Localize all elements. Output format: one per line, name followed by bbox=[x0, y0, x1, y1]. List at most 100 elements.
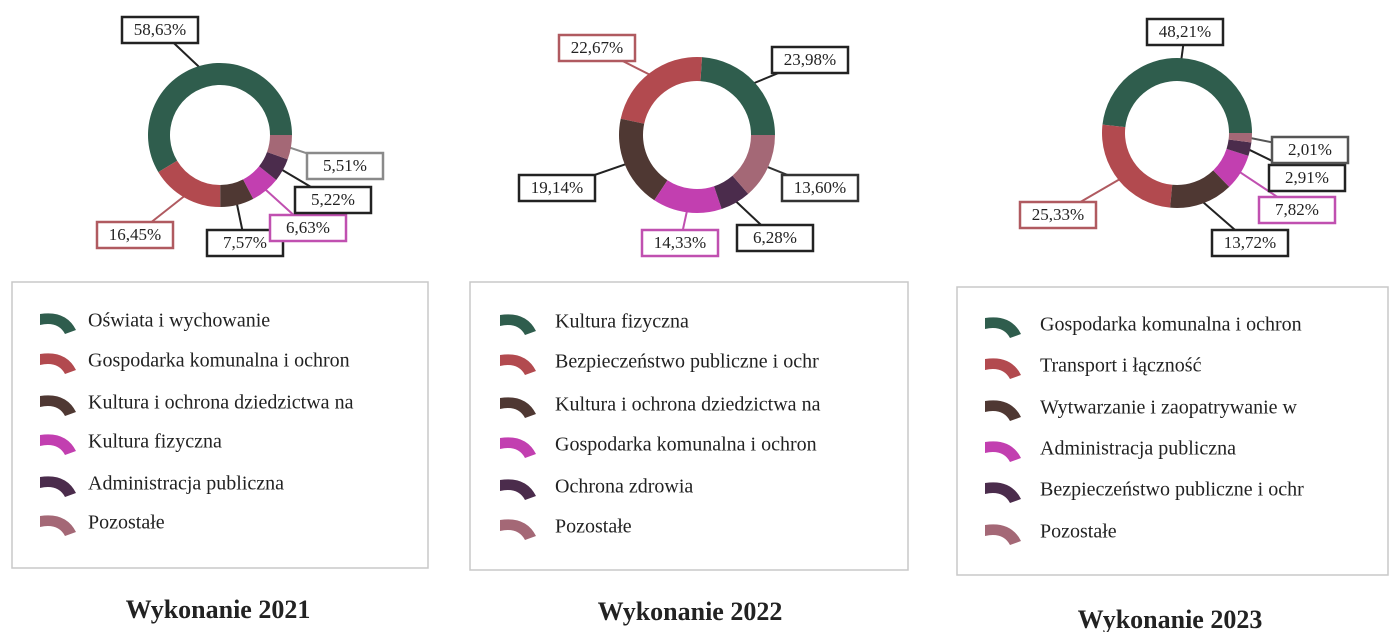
legend-icon bbox=[985, 441, 1021, 462]
legend-label: Administracja publiczna bbox=[1040, 438, 1236, 460]
data-label: 25,33% bbox=[1032, 205, 1084, 224]
donut-chart: 23,98% 22,67% 19,14% 14,33% 6,28% 13,60% bbox=[517, 33, 860, 258]
legend-label: Gospodarka komunalna i ochron bbox=[555, 434, 817, 456]
chart-title: Wykonanie 2022 bbox=[598, 597, 783, 626]
data-label-box bbox=[517, 173, 597, 203]
donut-chart: 58,63% 16,45% 7,57% 6,63% 5,22% 5,51% bbox=[95, 15, 385, 258]
data-label: 7,82% bbox=[1275, 200, 1319, 219]
legend-icon bbox=[40, 313, 76, 334]
legend-label: Wytwarzanie i zaopatrywanie w bbox=[1040, 397, 1298, 419]
legend-icon bbox=[40, 476, 76, 497]
data-label: 22,67% bbox=[571, 38, 623, 57]
data-label: 19,14% bbox=[531, 178, 583, 197]
donut-slice bbox=[158, 160, 221, 207]
data-label-box bbox=[780, 173, 860, 203]
legend-box bbox=[11, 281, 429, 569]
data-label-box bbox=[1018, 200, 1098, 230]
donut-slice bbox=[243, 166, 277, 199]
legend-label: Gospodarka komunalna i ochron bbox=[1040, 314, 1302, 336]
legend-label: Gospodarka komunalna i ochron bbox=[88, 350, 350, 372]
legend-label: Pozostałe bbox=[555, 516, 632, 538]
data-label: 2,01% bbox=[1288, 140, 1332, 159]
donut-slice bbox=[1102, 124, 1173, 208]
legend-icon bbox=[985, 317, 1021, 338]
legend-label: Oświata i wychowanie bbox=[88, 310, 270, 332]
legend-items: Gospodarka komunalna i ochron Transport i… bbox=[985, 314, 1304, 545]
data-label-box bbox=[305, 151, 385, 181]
legend-icon bbox=[40, 395, 76, 416]
legend-icon bbox=[985, 358, 1021, 379]
data-label: 23,98% bbox=[784, 50, 836, 69]
data-label: 6,63% bbox=[286, 218, 330, 237]
data-label: 58,63% bbox=[134, 20, 186, 39]
donut-slice bbox=[259, 151, 288, 180]
donut-slice bbox=[1213, 148, 1249, 187]
legend-box bbox=[469, 281, 909, 571]
data-label-box bbox=[1145, 17, 1225, 47]
legend-label: Bezpieczeństwo publiczne i ochr bbox=[1040, 479, 1304, 501]
legend-icon bbox=[40, 515, 76, 536]
donut-slice bbox=[267, 135, 292, 160]
data-label: 6,28% bbox=[753, 228, 797, 247]
donut-slice bbox=[654, 180, 722, 213]
donut-slice bbox=[1102, 57, 1252, 134]
legend: Gospodarka komunalna i ochron Transport i… bbox=[956, 286, 1389, 576]
legend-icon bbox=[500, 479, 536, 500]
legend-label: Administracja publiczna bbox=[88, 473, 284, 495]
data-label-box bbox=[95, 220, 175, 250]
donut-slice bbox=[619, 118, 668, 201]
data-label: 5,51% bbox=[323, 156, 367, 175]
donut-slice bbox=[1228, 133, 1253, 143]
donut-slice bbox=[714, 175, 749, 209]
legend-label: Ochrona zdrowia bbox=[555, 476, 693, 498]
legend-icon bbox=[500, 314, 536, 335]
data-label-box bbox=[735, 223, 815, 253]
data-label-box bbox=[293, 185, 373, 215]
donut-slice bbox=[700, 57, 775, 136]
donut-chart: 48,21% 25,33% 13,72% 7,82% 2,91% 2,01% bbox=[1018, 17, 1350, 258]
legend-label: Bezpieczeństwo publiczne i ochr bbox=[555, 351, 819, 373]
legend-icon bbox=[985, 400, 1021, 421]
donut-slice bbox=[620, 57, 702, 124]
data-label: 48,21% bbox=[1159, 22, 1211, 41]
data-label-box bbox=[120, 15, 200, 45]
data-label-box bbox=[268, 213, 348, 243]
legend-items: Kultura fizyczna Bezpieczeństwo publiczne… bbox=[500, 311, 821, 540]
legend-label: Kultura i ochrona dziedzictwa na bbox=[555, 394, 821, 416]
data-label-box bbox=[1210, 228, 1290, 258]
data-label: 5,22% bbox=[311, 190, 355, 209]
legend-label: Kultura fizyczna bbox=[88, 431, 222, 453]
legend: Oświata i wychowanie Gospodarka komunalna… bbox=[11, 281, 429, 569]
legend-icon bbox=[500, 519, 536, 540]
legend-icon bbox=[40, 353, 76, 374]
legend-icon bbox=[500, 437, 536, 458]
donut-slice bbox=[732, 135, 775, 194]
data-label: 14,33% bbox=[654, 233, 706, 252]
legend-label: Pozostałe bbox=[88, 512, 165, 534]
data-label: 7,57% bbox=[223, 233, 267, 252]
chart-title: Wykonanie 2021 bbox=[126, 595, 311, 624]
donut-slice bbox=[1170, 170, 1230, 208]
legend-label: Kultura fizyczna bbox=[555, 311, 689, 333]
legend-icon bbox=[500, 397, 536, 418]
legend-icon bbox=[500, 354, 536, 375]
data-label-box bbox=[557, 33, 637, 63]
legend-box bbox=[956, 286, 1389, 576]
chart-title: Wykonanie 2023 bbox=[1078, 605, 1263, 632]
data-label: 16,45% bbox=[109, 225, 161, 244]
legend: Kultura fizyczna Bezpieczeństwo publiczne… bbox=[469, 281, 909, 571]
data-label-box bbox=[1270, 135, 1350, 165]
legend-icon bbox=[985, 524, 1021, 545]
legend-label: Transport i łączność bbox=[1040, 355, 1202, 377]
data-label-box bbox=[1257, 195, 1337, 225]
legend-icon bbox=[985, 482, 1021, 503]
data-label: 13,72% bbox=[1224, 233, 1276, 252]
legend-label: Pozostałe bbox=[1040, 521, 1117, 543]
data-label-box bbox=[640, 228, 720, 258]
donut-slice bbox=[1226, 139, 1252, 156]
legend-items: Oświata i wychowanie Gospodarka komunalna… bbox=[40, 310, 354, 536]
data-label: 13,60% bbox=[794, 178, 846, 197]
donut-slice bbox=[148, 63, 292, 173]
donut-slice bbox=[220, 179, 254, 207]
